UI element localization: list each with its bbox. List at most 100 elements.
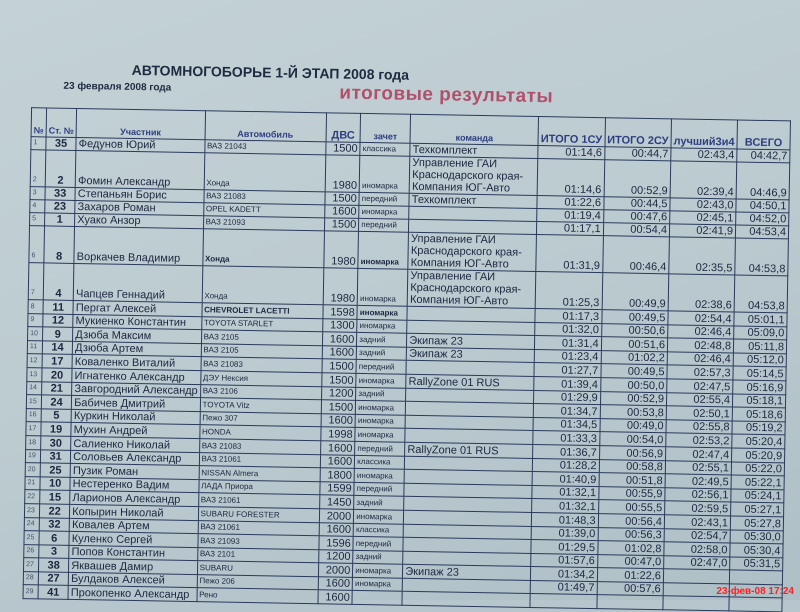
col-class-cell	[352, 590, 403, 606]
col-overall-cell	[729, 570, 783, 585]
col-total-1-cell: 01:39,4	[533, 376, 601, 392]
col-total-2-cell: 00:56,9	[599, 445, 666, 461]
col-best-3-4-cell: 02:43,0	[669, 197, 737, 212]
col-engine-cell: 1980	[323, 230, 359, 269]
col-total-2-cell: 00:47,6	[603, 209, 670, 224]
col-best-3-4-cell	[663, 569, 730, 584]
col-engine-cell: 2000	[319, 508, 354, 523]
col-best-3-4-cell: 02:49,5	[665, 473, 732, 489]
col-class-cell: иномарка	[357, 305, 408, 320]
col-overall-cell: 05:16,9	[732, 379, 786, 395]
col-engine-cell: 1998	[320, 427, 356, 442]
col-class-cell: задний	[356, 346, 407, 361]
col-total-2-cell: 00:55,9	[598, 486, 666, 502]
col-start-number-cell: 17	[42, 354, 73, 369]
col-start-number-cell: 23	[44, 199, 76, 214]
col-best-3-4-cell: 02:56,1	[664, 487, 732, 503]
col-start-number-cell: 19	[40, 422, 72, 437]
col-class-cell: передний	[353, 536, 404, 551]
col-car-cell: CHEVROLET LACETTI	[201, 302, 323, 319]
col-engine-cell: 1596	[318, 535, 354, 551]
col-engine-cell: 1500	[321, 359, 357, 374]
col-engine-cell: 1600	[324, 204, 360, 219]
col-total-1-cell: 01:32,1	[531, 498, 599, 514]
col-rank-cell: 4	[29, 199, 46, 213]
col-rank-cell: 10	[27, 326, 43, 341]
col-start-number-cell: 27	[38, 571, 69, 586]
col-engine-cell: 1600	[320, 454, 355, 469]
col-car-cell: ВАЗ 21083	[200, 357, 322, 373]
col-engine-cell: 1300	[322, 318, 358, 333]
col-overall-cell: 04:50,1	[735, 198, 790, 213]
col-participant-cell: Прокопенко Александр	[68, 585, 197, 602]
col-best-3-4-cell: 02:54,7	[664, 528, 731, 544]
col-best-3-4-cell: 02:41,9	[669, 223, 736, 238]
col-total-1-cell: 01:27,7	[534, 362, 601, 378]
col-overall-cell: 05:31,5	[729, 556, 783, 572]
col-car-cell: HONDA	[199, 425, 321, 441]
col-start-number-cell: 25	[40, 463, 71, 478]
col-rank-cell: 1	[30, 136, 47, 150]
col-total-2-cell: 00:52,9	[603, 159, 671, 198]
col-best-3-4-cell: 02:47,0	[663, 555, 730, 571]
col-start-number-cell: 20	[41, 367, 73, 382]
col-team-cell: Управление ГАИ Краснодарского края-Компа…	[409, 156, 538, 196]
col-overall-cell: 04:53,8	[734, 274, 788, 313]
col-overall-cell: 05:30,0	[730, 529, 784, 544]
col-total-2-cell: 00:44,7	[604, 146, 671, 161]
col-start-number-cell: 12	[42, 313, 74, 328]
col-overall-cell: 05:20,9	[731, 447, 785, 463]
col-overall-cell: 05:27,1	[730, 502, 784, 517]
col-car-cell: ВАЗ 21061	[198, 492, 320, 509]
col-start-number-cell: 3	[38, 544, 70, 559]
col-rank-cell: 21	[24, 476, 41, 491]
col-car-cell: NISSAN Almera	[198, 465, 321, 482]
col-rank-cell: 11	[27, 340, 43, 355]
col-total-2-cell: 00:50,6	[601, 323, 668, 338]
col-team-cell: Управление ГАИ Краснодарского края-Компа…	[407, 269, 537, 309]
col-class-cell: иномарка	[355, 414, 406, 429]
col-total-2-cell: 00:55,5	[598, 499, 665, 515]
col-engine-cell: 1598	[322, 304, 358, 319]
col-overall-cell: 04:42,7	[736, 148, 790, 163]
col-best-3-4-cell: 02:53,2	[665, 433, 732, 448]
col-engine-cell: 2000	[318, 563, 353, 578]
col-best-3-4-cell: 02:47,5	[666, 378, 733, 394]
col-rank-cell: 2	[30, 149, 46, 187]
col-participant-cell: Салиенко Николай	[70, 436, 200, 453]
col-car-cell: SUBARU FORESTER	[197, 506, 320, 523]
col-start-number-cell: 5	[41, 408, 72, 423]
col-car-cell: ДЭУ Нексия	[200, 370, 322, 387]
col-total-1-cell: 01:32,1	[532, 485, 599, 500]
col-total-2-cell: 00:51,8	[598, 472, 666, 488]
col-start-number-cell: 9	[42, 327, 73, 342]
col-total-1-cell: 01:29,5	[531, 539, 598, 555]
col-overall-cell: 05:30,4	[729, 543, 784, 558]
col-engine-cell: 1500	[320, 399, 356, 415]
col-best-3-4-header: лучший3и4	[670, 118, 738, 149]
col-total-2-cell: 00:54,0	[599, 431, 666, 447]
col-rank-cell: 28	[23, 571, 39, 586]
col-overall-cell: 05:22,1	[731, 475, 785, 490]
col-rank-header: №	[31, 107, 47, 137]
col-team-cell: RallyZone 01 RUS	[404, 442, 533, 459]
col-engine-cell: 1980	[322, 267, 359, 306]
document-subtitle: итоговые результаты	[339, 82, 554, 108]
col-car-cell: TOYOTA STARLET	[201, 316, 323, 332]
col-total-1-cell: 01:48,3	[531, 512, 599, 528]
col-overall-cell: 05:19,2	[731, 420, 786, 436]
col-team-header: команда	[410, 114, 539, 146]
col-start-number-cell: 14	[42, 340, 73, 355]
col-rank-cell: 24	[24, 517, 40, 531]
col-overall-cell: 05:22,0	[731, 461, 785, 476]
col-participant-cell: Дзюба Максим	[72, 327, 202, 344]
col-overall-header: ВСЕГО	[736, 119, 791, 150]
col-rank-cell: 29	[23, 585, 39, 599]
col-overall-cell: 05:01,1	[733, 311, 788, 327]
col-best-3-4-cell: 02:43,1	[664, 514, 731, 530]
col-total-1-cell: 01:29,9	[533, 390, 601, 405]
col-best-3-4-cell: 02:48,8	[667, 337, 734, 353]
col-start-number-cell: 35	[45, 136, 77, 151]
col-class-cell: передний	[354, 441, 406, 456]
col-overall-cell: 05:14,5	[732, 366, 787, 381]
